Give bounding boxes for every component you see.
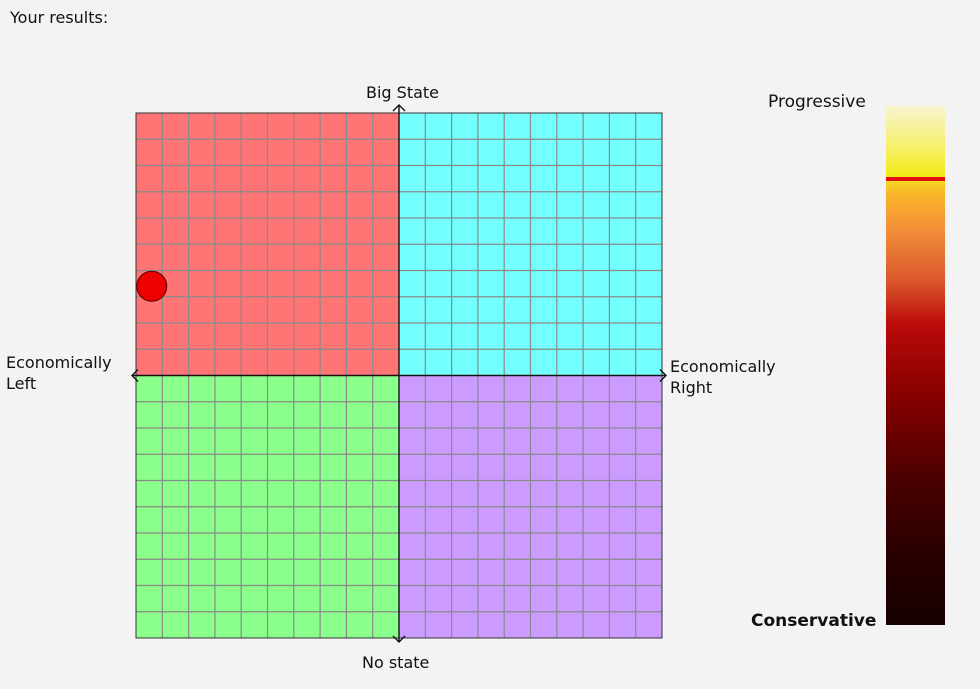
axis-label-left: Economically Left — [6, 353, 112, 393]
arrow-left-icon — [131, 369, 139, 382]
arrow-up-icon — [392, 104, 406, 112]
axis-label-top: Big State — [366, 83, 440, 102]
social-scale-bar — [886, 106, 945, 625]
result-marker — [136, 270, 168, 302]
arrow-right-icon — [659, 369, 667, 382]
arrow-down-icon — [392, 635, 406, 643]
axis-label-bottom: No state — [362, 653, 430, 672]
axis-label-right: Economically Right — [670, 357, 776, 397]
social-scale-marker — [886, 176, 945, 181]
scale-label-progressive: Progressive — [768, 92, 866, 112]
results-heading: Your results: — [10, 8, 109, 27]
political-compass-chart — [131, 104, 667, 643]
scale-label-conservative: Conservative — [751, 611, 877, 631]
